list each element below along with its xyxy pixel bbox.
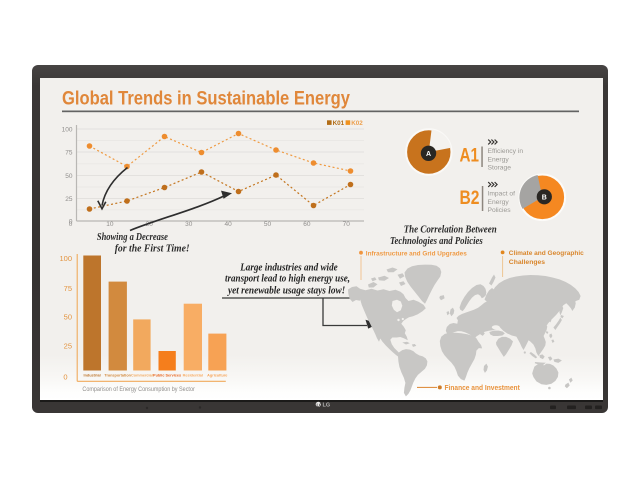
svg-text:Industrial: Industrial [84, 374, 101, 378]
svg-text:for the First Time!: for the First Time! [115, 244, 190, 255]
svg-text:Challenges: Challenges [509, 259, 545, 266]
svg-text:20: 20 [146, 221, 154, 228]
svg-text:transport lead to high energy: transport lead to high energy use, [225, 274, 350, 285]
svg-text:Climate and Geographic: Climate and Geographic [509, 250, 584, 257]
svg-text:100: 100 [62, 126, 73, 133]
svg-text:70: 70 [343, 221, 351, 228]
svg-text:A: A [426, 151, 431, 158]
svg-text:Large industries and wide: Large industries and wide [239, 262, 338, 273]
svg-text:Technologies and Policies: Technologies and Policies [390, 235, 483, 247]
svg-text:25: 25 [65, 196, 73, 203]
svg-text:0: 0 [69, 218, 73, 225]
svg-text:B: B [542, 195, 547, 202]
svg-text:The Correlation Between: The Correlation Between [404, 224, 497, 236]
svg-text:0: 0 [63, 373, 67, 382]
svg-text:B2: B2 [460, 188, 480, 209]
svg-text:Agriculture: Agriculture [207, 374, 227, 378]
svg-text:Impact of: Impact of [488, 191, 516, 198]
svg-text:30: 30 [185, 221, 193, 228]
svg-text:0: 0 [69, 221, 73, 228]
svg-text:Efficiency in: Efficiency in [488, 148, 524, 155]
svg-text:50: 50 [264, 221, 272, 228]
svg-text:40: 40 [224, 221, 232, 228]
svg-text:60: 60 [303, 221, 311, 228]
svg-text:Policies: Policies [488, 207, 512, 214]
svg-text:Commercial: Commercial [131, 374, 153, 378]
svg-text:Infrastructure and Grid Upgrad: Infrastructure and Grid Upgrades [366, 250, 467, 257]
svg-text:Showing a Decrease: Showing a Decrease [97, 232, 168, 243]
svg-text:K01: K01 [333, 120, 345, 127]
svg-text:Comparison of Energy Consumpti: Comparison of Energy Consumption by Sect… [82, 386, 195, 393]
svg-text:Energy: Energy [488, 199, 510, 206]
svg-text:50: 50 [64, 313, 72, 322]
svg-text:Public Services: Public Services [153, 374, 181, 378]
svg-text:10: 10 [106, 221, 114, 228]
svg-text:Global Trends in Sustainable E: Global Trends in Sustainable Energy [62, 89, 350, 110]
svg-text:Storage: Storage [488, 165, 512, 172]
svg-text:Transportation: Transportation [104, 374, 131, 378]
svg-text:Residential: Residential [183, 374, 203, 378]
svg-text:yet renewable usage stays low!: yet renewable usage stays low! [226, 285, 345, 296]
svg-text:25: 25 [64, 341, 72, 350]
svg-text:75: 75 [65, 149, 73, 156]
svg-text:Finance and Investment: Finance and Investment [445, 385, 521, 392]
svg-text:K02: K02 [351, 120, 363, 127]
svg-text:100: 100 [59, 254, 72, 263]
svg-text:A1: A1 [460, 145, 480, 166]
svg-text:50: 50 [65, 173, 73, 180]
svg-text:Energy: Energy [488, 157, 510, 164]
svg-text:75: 75 [64, 284, 72, 293]
